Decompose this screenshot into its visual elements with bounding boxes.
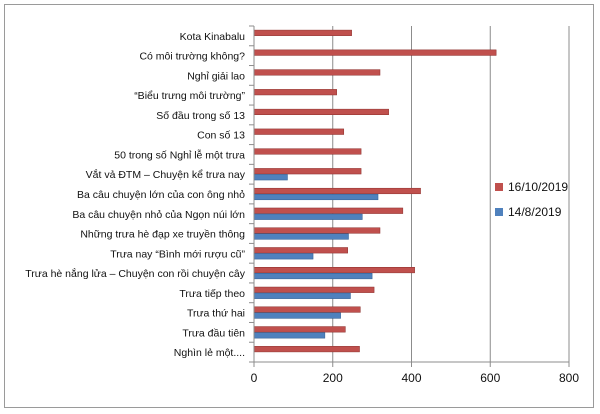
legend-label: 16/10/2019 bbox=[508, 180, 568, 194]
category-label: Nghìn lẻ một.... bbox=[174, 347, 245, 359]
category-label: Số đầu trong số 13 bbox=[156, 110, 245, 122]
bar-14/8/2019-9 bbox=[253, 213, 363, 220]
bar-16/10/2019-4 bbox=[253, 108, 389, 115]
bar-16/10/2019-11 bbox=[253, 247, 348, 254]
category-label: Trưa nay “Bình mới rượu cũ” bbox=[110, 248, 245, 260]
category-label: Những trưa hè đạp xe truyền thông bbox=[80, 229, 245, 241]
category-label: Có môi trường không? bbox=[139, 51, 245, 63]
x-tick-labels: 0 200 400 600 800 bbox=[251, 371, 580, 385]
category-label: Con số 13 bbox=[197, 130, 245, 142]
bar-16/10/2019-7 bbox=[253, 168, 362, 175]
axes bbox=[249, 25, 570, 367]
x-tick-label: 800 bbox=[559, 371, 579, 385]
bar-14/8/2019-11 bbox=[253, 253, 314, 260]
bar-14/8/2019-7 bbox=[253, 174, 288, 181]
x-tick-label: 400 bbox=[401, 371, 421, 385]
x-tick-label: 600 bbox=[480, 371, 500, 385]
legend-swatch bbox=[495, 208, 503, 216]
bar-16/10/2019-12 bbox=[253, 267, 415, 274]
bar-16/10/2019-8 bbox=[253, 187, 421, 195]
bar-16/10/2019-14 bbox=[253, 306, 361, 313]
bar-14/8/2019-12 bbox=[253, 273, 373, 280]
legend: 16/10/2019 14/8/2019 bbox=[495, 180, 568, 219]
bar-16/10/2019-9 bbox=[253, 207, 404, 214]
category-labels: Kota Kinabalu Có môi trường không? Nghỉ gi… bbox=[25, 31, 245, 359]
category-label: Nghỉ giải lao bbox=[187, 70, 245, 82]
bar-chart: Kota Kinabalu Có môi trường không? Nghỉ gi… bbox=[25, 25, 580, 385]
bar-14/8/2019-14 bbox=[253, 312, 341, 319]
category-label: 50 trong số Nghỉ lễ một trưa bbox=[114, 148, 245, 161]
bar-14/8/2019-15 bbox=[253, 332, 326, 339]
bar-16/10/2019-2 bbox=[253, 69, 381, 76]
bar-16/10/2019-16 bbox=[253, 346, 360, 353]
bar-16/10/2019-0 bbox=[253, 29, 352, 36]
category-label: Ba câu chuyện lớn của con ông nhỏ bbox=[77, 189, 245, 201]
category-label: Trưa hè nắng lửa – Chuyện con rồi chuyện… bbox=[25, 267, 245, 280]
bar-14/8/2019-8 bbox=[253, 193, 379, 201]
category-label: Trưa tiếp theo bbox=[179, 288, 245, 300]
category-label: Trưa đầu tiên bbox=[182, 327, 245, 339]
bar-14/8/2019-13 bbox=[253, 292, 351, 299]
bar-14/8/2019-10 bbox=[253, 233, 349, 240]
bar-16/10/2019-3 bbox=[253, 89, 337, 96]
bar-16/10/2019-13 bbox=[253, 286, 375, 293]
x-tick-label: 0 bbox=[251, 371, 258, 385]
bar-16/10/2019-6 bbox=[253, 148, 362, 155]
category-label: Kota Kinabalu bbox=[180, 31, 246, 43]
category-label: “Biểu trưng môi trường” bbox=[134, 90, 245, 102]
x-tick-label: 200 bbox=[323, 371, 343, 385]
bar-16/10/2019-15 bbox=[253, 326, 346, 333]
category-label: Trưa thứ hai bbox=[187, 308, 245, 320]
legend-label: 14/8/2019 bbox=[508, 205, 562, 219]
category-label: Ba câu chuyện nhỏ của Ngọn núi lớn bbox=[72, 209, 245, 221]
bar-16/10/2019-1 bbox=[253, 49, 497, 56]
bar-16/10/2019-5 bbox=[253, 128, 345, 135]
chart-frame: Kota Kinabalu Có môi trường không? Nghỉ gi… bbox=[4, 4, 594, 408]
category-label: Vắt vả ĐTM – Chuyện kể trưa nay bbox=[86, 168, 246, 181]
bars bbox=[253, 29, 497, 353]
bar-16/10/2019-10 bbox=[253, 227, 381, 234]
legend-swatch bbox=[495, 183, 503, 191]
